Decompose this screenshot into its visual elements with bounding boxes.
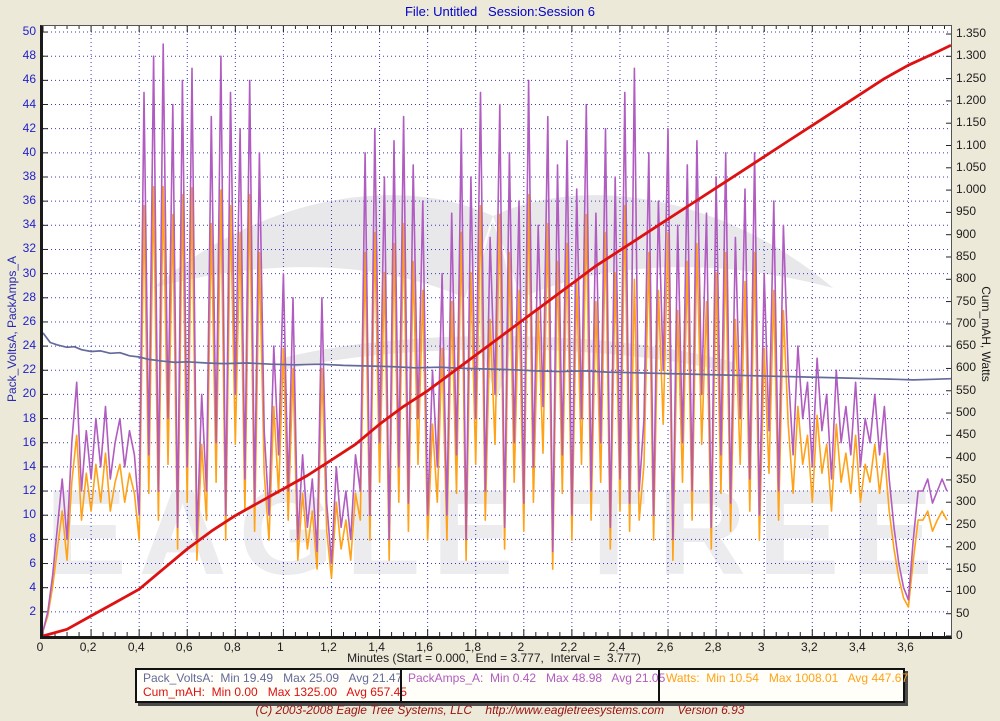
x-tick-label: 2,6 <box>656 640 674 654</box>
legend-row-Pack_VoltsA: Pack_VoltsA: Min 19.49 Max 25.09 Avg 21.… <box>143 671 403 685</box>
y-left-tick-label: 16 <box>22 434 36 449</box>
y-right-tick-label: 1.200 <box>956 92 987 107</box>
y-left-tick-label: 32 <box>22 241 36 256</box>
y-right-tick-label: 900 <box>956 226 977 241</box>
y-right-tick-label: 850 <box>956 248 977 263</box>
x-tick-label: 1,2 <box>320 640 337 654</box>
y-left-tick-label: 42 <box>22 120 36 135</box>
y-left-tick-label: 30 <box>22 265 36 280</box>
y-left-tick-label: 20 <box>22 386 36 401</box>
x-tick-label: 1,4 <box>368 640 385 654</box>
y-right-tick-label: 300 <box>956 494 977 509</box>
y-left-tick-label: 6 <box>29 555 36 570</box>
y-right-tick-label: 400 <box>956 449 977 464</box>
y-right-tick-label: 750 <box>956 293 977 308</box>
x-tick-label: 2,8 <box>704 640 722 654</box>
y-right-tick-label: 1.150 <box>956 115 987 130</box>
axis-ticks <box>43 26 951 636</box>
y-left-tick-label: 2 <box>29 603 36 618</box>
y-right-tick-label: 1.100 <box>956 137 987 152</box>
eagle-logo-watermark: EAGLE TREE <box>45 195 945 600</box>
y-right-tick-label: 250 <box>956 516 977 531</box>
x-tick-label: 3,2 <box>800 640 818 654</box>
y-right-tick-label: 600 <box>956 360 977 375</box>
y-left-tick-label: 44 <box>22 96 36 111</box>
y-right-tick-label: 700 <box>956 315 977 330</box>
y-left-tick-label: 4 <box>29 579 36 594</box>
legend-cell-3: Watts: Min 10.54 Max 1008.01 Avg 447.67 <box>658 670 909 701</box>
y-right-tick-label: 1.050 <box>956 159 987 174</box>
x-tick-label: 3,4 <box>849 640 866 654</box>
y-right-tick-label: 50 <box>956 605 970 620</box>
y-left-tick-label: 22 <box>22 362 36 377</box>
series-Cum_mAH <box>43 43 951 636</box>
x-tick-label: 0,6 <box>175 640 193 654</box>
y-right-tick-label: 1.300 <box>956 48 987 63</box>
x-axis-title: Minutes (Start = 0.000, End = 3.777, Int… <box>347 651 641 665</box>
y-right-tick-label: 1.250 <box>956 70 987 85</box>
y-right-tick-label: 550 <box>956 382 977 397</box>
left-axis-title: Pack_VoltsA, PackAmps_A <box>5 255 19 403</box>
y-left-tick-label: 36 <box>22 193 36 208</box>
x-tick-label: 0,2 <box>79 640 97 654</box>
legend-row-PackAmps_A: PackAmps_A: Min 0.42 Max 48.98 Avg 21.05 <box>408 671 666 685</box>
y-left-tick-label: 18 <box>22 410 36 425</box>
plot-area: EAGLE TREE <box>40 25 952 639</box>
y-left-tick-label: 14 <box>22 458 36 473</box>
y-right-tick-label: 800 <box>956 271 977 286</box>
y-left-tick-label: 40 <box>22 144 36 159</box>
x-tick-label: 1,8 <box>464 640 482 654</box>
svg-text:EAGLE TREE: EAGLE TREE <box>45 464 945 600</box>
y-left-tick-label: 10 <box>22 507 36 522</box>
x-tick-label: 0 <box>36 640 44 654</box>
session-title: File: Untitled Session:Session 6 <box>404 4 596 19</box>
y-right-tick-label: 500 <box>956 405 977 420</box>
legend-cell-2: PackAmps_A: Min 0.42 Max 48.98 Avg 21.05 <box>400 670 666 701</box>
x-tick-label: 1,6 <box>416 640 433 654</box>
y-right-tick-label: 650 <box>956 338 977 353</box>
x-tick-label: 2,2 <box>560 640 578 654</box>
y-right-tick-label: 450 <box>956 427 977 442</box>
x-tick-label: 2,4 <box>608 640 626 654</box>
y-left-tick-label: 46 <box>22 72 36 87</box>
y-right-tick-label: 0 <box>956 628 963 642</box>
series-Watts <box>43 185 948 632</box>
right-axis-title: Cum_mAH, Watts <box>979 286 993 382</box>
series-PackAmps_A <box>43 43 948 632</box>
x-tick-label: 0,4 <box>127 640 145 654</box>
y-left-tick-label: 8 <box>29 531 36 546</box>
y-right-tick-label: 1.350 <box>956 26 987 41</box>
x-tick-label: 0,8 <box>223 640 241 654</box>
y-right-tick-label: 1.000 <box>956 182 987 197</box>
legend-row-Cum_mAH: Cum_mAH: Min 0.00 Max 1325.00 Avg 657.45 <box>143 685 407 699</box>
y-left-tick-label: 38 <box>22 168 36 183</box>
y-left-tick-label: 28 <box>22 289 36 304</box>
y-left-tick-label: 12 <box>22 483 36 498</box>
legend-row-Watts: Watts: Min 10.54 Max 1008.01 Avg 447.67 <box>666 671 909 685</box>
x-tick-label: 1 <box>277 640 284 654</box>
y-left-tick-label: 50 <box>22 24 36 39</box>
y-right-tick-label: 350 <box>956 471 977 486</box>
y-right-tick-label: 200 <box>956 538 977 553</box>
y-right-tick-label: 150 <box>956 561 977 576</box>
y-left-tick-label: 48 <box>22 48 36 63</box>
series-Pack_VoltsA <box>43 332 951 381</box>
y-left-tick-label: 26 <box>22 313 36 328</box>
x-tick-label: 3,6 <box>897 640 914 654</box>
y-left-tick-label: 24 <box>22 338 36 353</box>
y-left-tick-label: 34 <box>22 217 36 232</box>
legend-cell-1: Pack_VoltsA: Min 19.49 Max 25.09 Avg 21.… <box>137 670 407 701</box>
y-right-tick-label: 100 <box>956 583 977 598</box>
chart-canvas: EAGLE TREE <box>43 26 951 636</box>
y-right-tick-label: 950 <box>956 204 977 219</box>
x-tick-label: 2 <box>517 640 525 654</box>
legend-box: Pack_VoltsA: Min 19.49 Max 25.09 Avg 21.… <box>135 668 909 703</box>
footer-copyright: (C) 2003-2008 Eagle Tree Systems, LLC ht… <box>255 703 745 717</box>
x-tick-label: 3 <box>757 640 765 654</box>
